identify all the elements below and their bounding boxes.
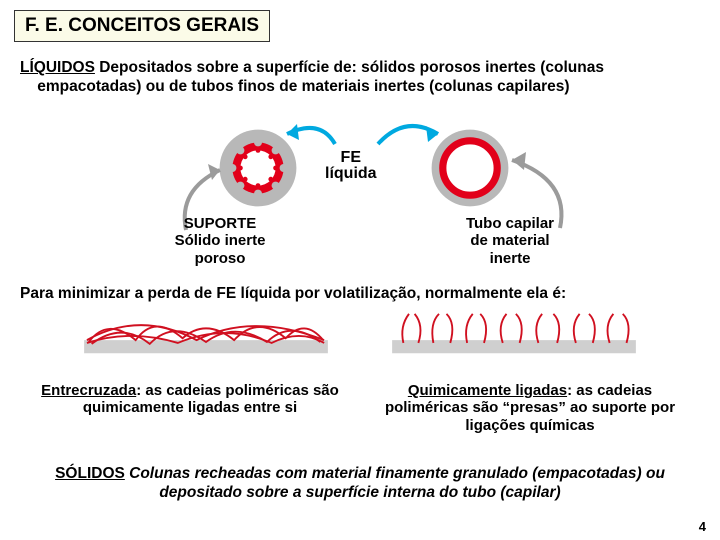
support-label: SUPORTE Sólido inerte poroso (140, 215, 300, 267)
intro-keyword: LÍQUIDOS (20, 59, 95, 76)
fe-line2: líquida (325, 165, 377, 182)
intro-rest1: Depositados sobre a superfície de: sólid… (95, 59, 604, 76)
bottom-rest: Colunas recheadas com material finamente… (125, 465, 665, 501)
bonded-icon (388, 312, 640, 357)
bottom-keyword: SÓLIDOS (55, 465, 125, 482)
crosslinked-icon (80, 312, 332, 357)
crosslinked-caption: Entrecruzada: as cadeias poliméricas são… (40, 382, 340, 417)
polymer-row (0, 312, 720, 372)
capillary-tube-icon (430, 128, 510, 208)
page-number: 4 (699, 519, 706, 534)
fe-line1: FE (341, 149, 361, 166)
support-l2: Sólido inerte (175, 232, 266, 249)
capillary-label: Tubo capilar de material inerte (430, 215, 590, 267)
intro-text: LÍQUIDOS Depositados sobre a superfície … (20, 58, 700, 97)
section-title: F. E. CONCEITOS GERAIS (14, 10, 270, 42)
bottom-text: SÓLIDOS Colunas recheadas com material f… (30, 465, 690, 502)
bonded-caption: Quimicamente ligadas: as cadeias polimér… (370, 382, 690, 434)
intro-rest2: empacotadas) ou de tubos finos de materi… (37, 78, 569, 95)
diagram-row: FE líquida (0, 120, 720, 270)
capillary-l1: Tubo capilar (466, 215, 554, 232)
support-l3: poroso (195, 250, 246, 267)
midline-text: Para minimizar a perda de FE líquida por… (20, 285, 700, 303)
porous-support-icon (218, 128, 298, 208)
capillary-l3: inerte (490, 250, 531, 267)
capillary-l2: de material (470, 232, 549, 249)
fe-label: FE líquida (325, 150, 377, 182)
bonded-head: Quimicamente ligadas (408, 382, 567, 399)
crosslinked-head: Entrecruzada (41, 382, 136, 399)
support-l1: SUPORTE (184, 215, 257, 232)
